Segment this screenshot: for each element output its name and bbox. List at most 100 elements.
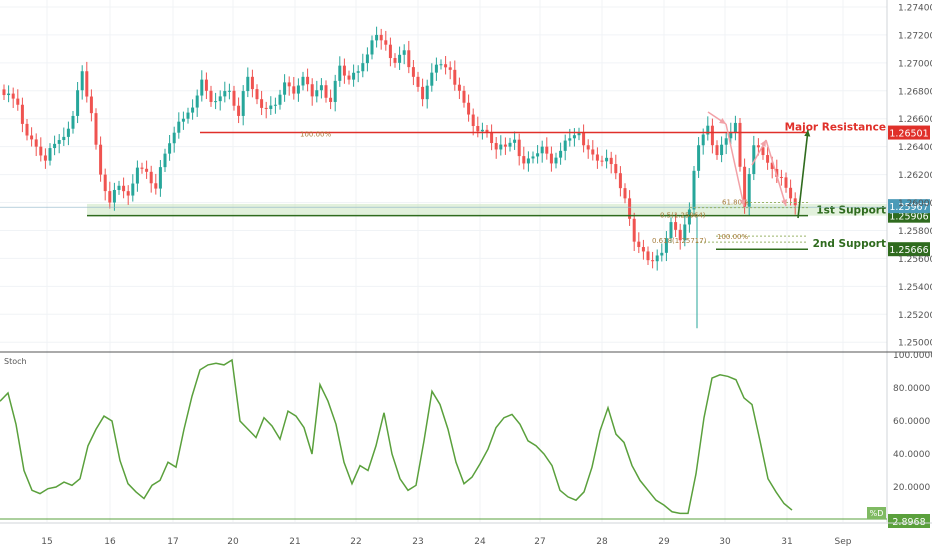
candle-body	[191, 107, 195, 113]
candle-body	[692, 170, 696, 210]
date-tick-label: 30	[719, 537, 731, 547]
price-tick-label: 1.27200	[898, 31, 932, 41]
candle-body	[448, 67, 452, 70]
level-price-badge	[888, 125, 930, 140]
candle-body	[333, 80, 337, 102]
candle-body	[39, 146, 43, 156]
arrow-head	[719, 117, 726, 124]
candle-body	[549, 153, 553, 164]
candle-body	[66, 128, 70, 137]
candle-body	[204, 79, 208, 91]
candle-body	[513, 139, 517, 143]
candle-body	[402, 50, 406, 55]
candle-body	[462, 90, 466, 103]
candle-body	[407, 50, 411, 68]
candle-body	[724, 138, 728, 145]
stoch-series-name: %D	[870, 509, 884, 518]
stoch-tick-label: 80.0000	[893, 384, 930, 394]
stochastic-panel: Stoch %D	[0, 351, 932, 520]
candle-body	[577, 132, 581, 136]
candlestick-series	[2, 26, 797, 329]
candle-body	[779, 176, 783, 178]
candle-body	[112, 189, 116, 203]
price-axis: 1.27400 1.27200 1.27000 1.26800 1.26600 1.264…	[886, 0, 932, 522]
candle-body	[237, 105, 241, 116]
candle-body	[651, 260, 655, 262]
candle-body	[729, 132, 733, 139]
candle-body	[775, 169, 779, 177]
candle-body	[526, 158, 530, 164]
candle-body	[181, 118, 185, 122]
candle-body	[89, 96, 93, 114]
candle-body	[623, 188, 627, 199]
candle-body	[646, 251, 650, 261]
candle-body	[168, 143, 172, 154]
candle-body	[319, 85, 323, 91]
candle-body	[660, 252, 664, 256]
date-tick-label: 23	[412, 537, 423, 547]
candle-body	[227, 90, 231, 92]
candle-body	[674, 222, 678, 230]
stoch-series-tag	[867, 507, 886, 519]
candle-body	[71, 115, 75, 129]
candle-body	[30, 135, 34, 140]
candle-body	[76, 90, 80, 116]
candle-body	[145, 168, 149, 172]
candle-body	[388, 44, 392, 59]
candle-body	[467, 102, 471, 115]
date-tick-label: 15	[41, 537, 52, 547]
candle-body	[766, 155, 770, 163]
stoch-tick-label: 60.0000	[893, 417, 930, 427]
candle-body	[131, 183, 135, 196]
level-price-text: 1.25666	[889, 245, 928, 256]
candle-body	[522, 156, 526, 164]
date-tick-label: 17	[167, 537, 178, 547]
fib-label: 0.618(1.25717)	[652, 237, 707, 245]
candle-body	[163, 153, 167, 168]
candle-body	[154, 183, 158, 189]
candle-body	[444, 64, 448, 68]
candle-body	[756, 145, 760, 148]
candle-body	[738, 122, 742, 167]
candle-body	[11, 93, 15, 99]
date-tick-label: 29	[658, 537, 670, 547]
price-panel-grid	[0, 0, 887, 522]
level-label: Major Resistance	[785, 122, 886, 134]
level-label: 1st Support	[816, 205, 886, 217]
candle-body	[296, 85, 300, 94]
candle-body	[278, 94, 282, 105]
price-tick-label: 1.26200	[898, 171, 932, 181]
level-price-badge	[888, 242, 930, 257]
stoch-tick-label: 20.0000	[893, 483, 930, 493]
candle-body	[122, 185, 126, 192]
candle-body	[720, 144, 724, 156]
date-tick-label: 28	[596, 537, 608, 547]
candle-body	[223, 91, 227, 97]
level-label: 2nd Support	[813, 238, 886, 250]
candle-body	[186, 112, 190, 119]
candle-body	[453, 69, 457, 85]
date-tick-label: 21	[289, 537, 300, 547]
candle-body	[310, 84, 314, 97]
candle-body	[655, 255, 659, 262]
candle-body	[260, 99, 264, 108]
candle-body	[517, 139, 521, 157]
candle-body	[361, 63, 365, 72]
candle-body	[614, 164, 618, 174]
price-tick-label: 1.26400	[898, 143, 932, 153]
level-price-text: 1.26501	[889, 129, 928, 140]
support-zones	[87, 203, 887, 216]
candle-body	[324, 85, 328, 98]
candle-body	[457, 84, 461, 91]
date-tick-label: 27	[534, 537, 545, 547]
candle-body	[789, 187, 793, 199]
date-tick-label: 31	[781, 537, 792, 547]
candle-body	[342, 65, 346, 76]
candle-body	[471, 114, 475, 126]
stoch-tick-label: 40.0000	[893, 450, 930, 460]
candle-body	[384, 40, 388, 45]
price-tick-label: 1.25600	[898, 255, 932, 265]
candle-body	[158, 167, 162, 189]
candle-body	[595, 154, 599, 161]
candle-body	[770, 162, 774, 170]
